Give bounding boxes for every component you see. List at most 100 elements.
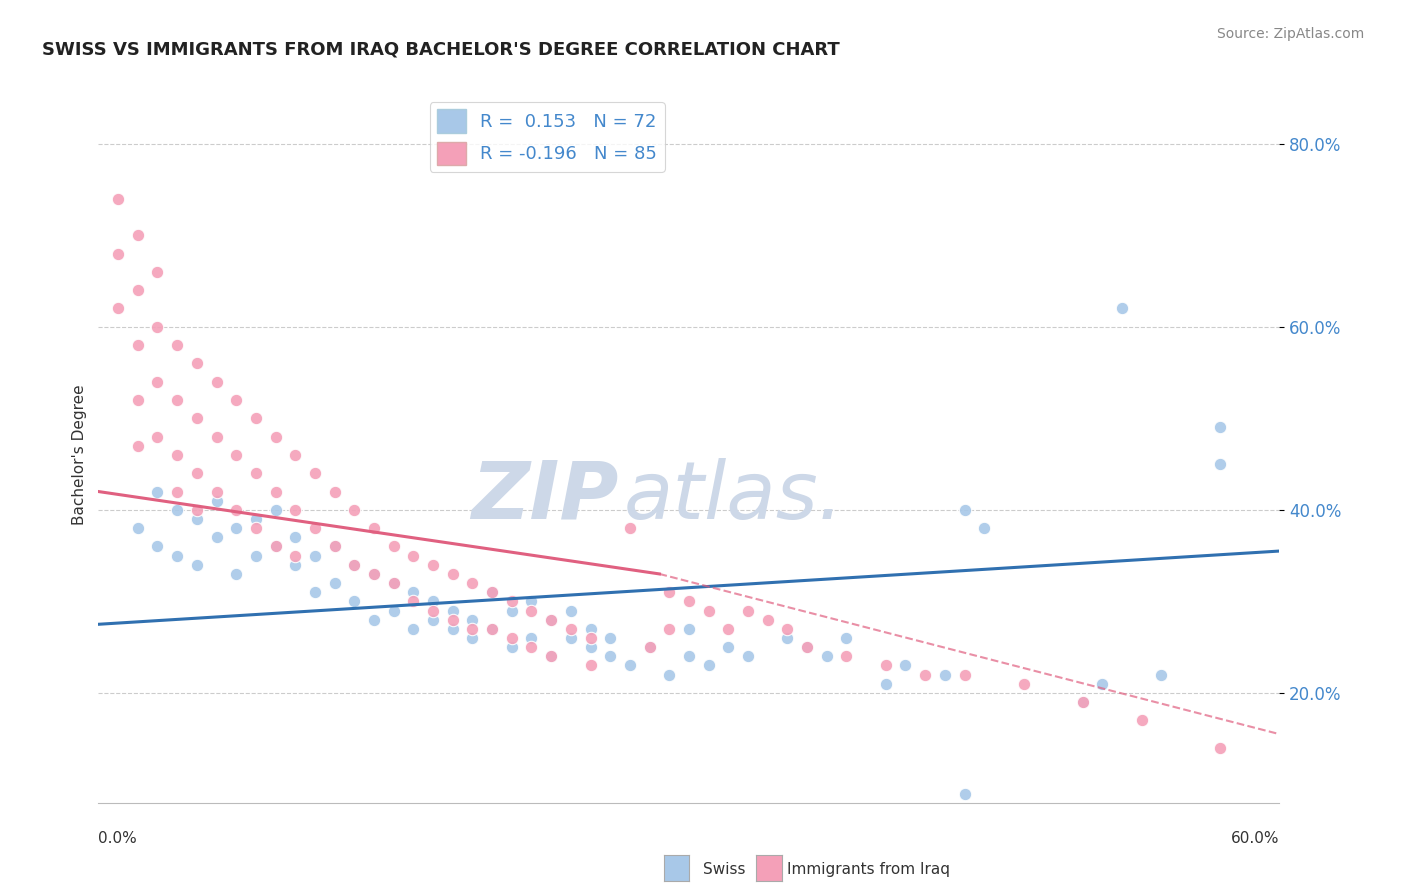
Point [697,658,720,673]
Text: Immigrants from Iraq: Immigrants from Iraq [787,863,950,877]
Point [560,622,582,636]
Point [107,301,129,316]
Point [264,429,287,443]
Point [186,558,208,572]
Point [127,392,149,407]
Point [284,549,307,563]
Point [1209,420,1232,434]
Text: Swiss: Swiss [703,863,745,877]
Point [205,493,228,508]
Point [441,566,464,581]
Point [225,503,247,517]
Point [186,356,208,370]
Point [127,283,149,297]
Point [953,787,976,801]
Point [540,613,562,627]
Point [579,622,602,636]
Point [737,603,759,617]
Point [658,622,681,636]
Point [343,558,366,572]
Point [166,503,188,517]
Point [284,448,307,462]
Point [461,576,484,591]
Text: SWISS VS IMMIGRANTS FROM IRAQ BACHELOR'S DEGREE CORRELATION CHART: SWISS VS IMMIGRANTS FROM IRAQ BACHELOR'S… [42,40,839,58]
Point [835,649,858,664]
Point [146,429,169,443]
Point [284,558,307,572]
Point [146,375,169,389]
Point [363,566,385,581]
Point [1071,695,1094,709]
Point [245,521,267,535]
Point [422,613,444,627]
Point [304,585,326,599]
Point [540,613,562,627]
Point [619,521,641,535]
Point [914,667,936,681]
Point [481,622,503,636]
Point [953,503,976,517]
Point [520,631,543,645]
Point [205,375,228,389]
Point [501,594,523,608]
Point [225,521,247,535]
Point [638,640,661,655]
Point [323,540,346,554]
Point [501,640,523,655]
Point [323,540,346,554]
Point [461,631,484,645]
Point [1150,667,1173,681]
Point [186,467,208,481]
Point [245,549,267,563]
Point [599,631,621,645]
Point [658,667,681,681]
Point [461,613,484,627]
Point [1012,677,1035,691]
Point [422,594,444,608]
Point [343,594,366,608]
Point [1111,301,1133,316]
Point [166,338,188,352]
Point [619,658,641,673]
Point [382,576,405,591]
Point [796,640,818,655]
Point [323,576,346,591]
Point [264,540,287,554]
Point [441,613,464,627]
Point [1071,695,1094,709]
Point [264,484,287,499]
Point [363,566,385,581]
Point [1209,740,1232,755]
Point [776,631,799,645]
Point [560,631,582,645]
Point [422,558,444,572]
Point [382,603,405,617]
Point [382,540,405,554]
Point [717,640,740,655]
Point [225,566,247,581]
Text: atlas.: atlas. [624,458,845,536]
Point [501,631,523,645]
Point [166,448,188,462]
Point [579,640,602,655]
Point [284,503,307,517]
Point [481,585,503,599]
Point [402,549,425,563]
Point [382,576,405,591]
Point [186,512,208,526]
Point [717,622,740,636]
Point [599,649,621,664]
Point [1130,714,1153,728]
Point [441,622,464,636]
Point [481,585,503,599]
Point [796,640,818,655]
Point [658,585,681,599]
Point [323,484,346,499]
Point [560,603,582,617]
Point [422,603,444,617]
Point [245,467,267,481]
Point [264,503,287,517]
Point [146,319,169,334]
Point [737,649,759,664]
Point [343,503,366,517]
